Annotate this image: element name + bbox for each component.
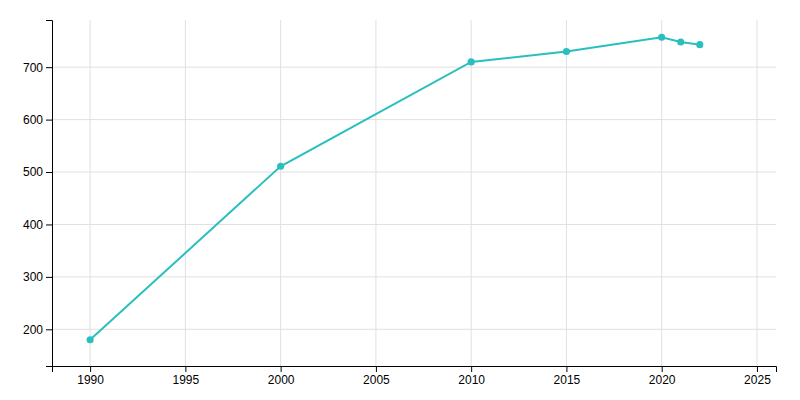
tick-label: 1995	[173, 373, 200, 387]
grid-line	[90, 20, 91, 366]
tick-mark	[46, 172, 52, 173]
grid-line	[52, 119, 776, 120]
tick: 1995	[173, 366, 200, 387]
grid-line	[52, 172, 776, 173]
tick-mark	[46, 329, 52, 330]
tick-mark	[566, 366, 567, 372]
axis-line	[53, 367, 777, 373]
grid-line	[375, 20, 376, 366]
series	[87, 34, 704, 344]
tick-mark	[662, 366, 663, 372]
tick-mark	[757, 366, 758, 372]
marker	[277, 163, 284, 170]
tick-label: 500	[23, 165, 43, 179]
grid-line	[280, 20, 281, 366]
chart: 1990 1995 2000 2005 2010 2015 2020 2025 200 300 40…	[0, 0, 800, 400]
tick-label: 400	[23, 218, 43, 232]
tick-mark	[471, 366, 472, 372]
tick-label: 2010	[458, 373, 485, 387]
marker	[468, 58, 475, 65]
tick-mark	[185, 366, 186, 372]
tick-label: 1990	[77, 373, 104, 387]
tick-label: 200	[23, 323, 43, 337]
tick-label: 2000	[268, 373, 295, 387]
tick-mark	[46, 224, 52, 225]
grid-line	[52, 224, 776, 225]
tick: 500	[23, 165, 52, 179]
y-axis: 200 300 400 500 600 700	[23, 21, 53, 367]
tick-label: 2005	[363, 373, 390, 387]
axis-line	[46, 21, 53, 367]
plot-area: 1990 1995 2000 2005 2010 2015 2020 2025 200 300 40…	[23, 20, 777, 387]
tick-label: 2020	[649, 373, 676, 387]
tick: 2005	[363, 366, 390, 387]
tick-label: 2025	[744, 373, 771, 387]
tick-mark	[281, 366, 282, 372]
tick-mark	[376, 366, 377, 372]
marker	[87, 336, 94, 343]
tick: 2010	[458, 366, 485, 387]
tick-mark	[90, 366, 91, 372]
x-axis: 1990 1995 2000 2005 2010 2015 2020 2025	[53, 366, 777, 387]
grid-line	[661, 20, 662, 366]
grid-line	[566, 20, 567, 366]
marker	[563, 48, 570, 55]
tick-label: 300	[23, 270, 43, 284]
tick-mark	[46, 120, 52, 121]
tick: 200	[23, 323, 52, 337]
grid-line	[52, 329, 776, 330]
tick: 400	[23, 218, 52, 232]
marker	[658, 34, 665, 41]
grid-line	[756, 20, 757, 366]
tick: 2015	[554, 366, 581, 387]
tick: 2025	[744, 366, 771, 387]
tick: 1990	[77, 366, 104, 387]
tick: 2020	[649, 366, 676, 387]
marker	[677, 38, 684, 45]
grid-line	[185, 20, 186, 366]
tick-mark	[46, 277, 52, 278]
tick-mark	[46, 67, 52, 68]
grid-line	[471, 20, 472, 366]
tick-label: 2015	[554, 373, 581, 387]
tick-label: 600	[23, 113, 43, 127]
tick-label: 700	[23, 61, 43, 75]
tick: 700	[23, 61, 52, 75]
tick: 300	[23, 270, 52, 284]
line	[90, 37, 700, 339]
marker	[696, 41, 703, 48]
grid	[52, 20, 776, 366]
tick: 2000	[268, 366, 295, 387]
tick: 600	[23, 113, 52, 127]
grid-line	[52, 67, 776, 68]
